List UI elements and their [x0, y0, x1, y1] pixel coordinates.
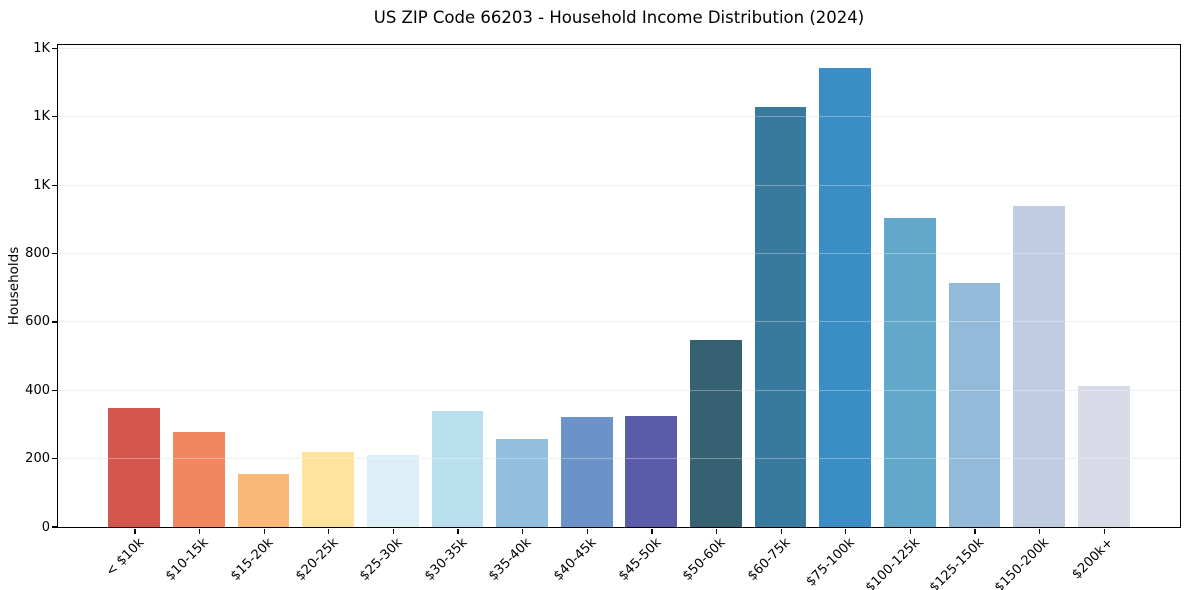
y-tick-mark-600 [51, 321, 57, 323]
bar-10k [108, 408, 161, 527]
y-tick-mark-0 [51, 526, 57, 528]
x-tick-label-10k: < $10k [103, 535, 148, 580]
bar-10-15k [173, 432, 225, 527]
x-tick-label-50-60k: $50-60k [680, 535, 729, 584]
x-tick-label-40-45k: $40-45k [551, 535, 600, 584]
x-tick-label-60-75k: $60-75k [744, 535, 794, 584]
gridline-400 [58, 389, 1180, 391]
gridline-200 [58, 458, 1180, 460]
bar-75-100k [819, 67, 872, 527]
x-tick-label-20-25k: $20-25k [292, 535, 342, 584]
bar-slot-10-15k: $10-15k [163, 45, 232, 584]
x-tick-label-75-100k: $75-100k [803, 535, 859, 590]
bar-20-25k [302, 451, 355, 527]
x-tick-mark-200k+ [1103, 528, 1105, 534]
y-tick-label-200: 200 [25, 451, 50, 467]
x-tick-mark-25-30k [392, 528, 395, 534]
y-tick-mark-200 [51, 457, 57, 460]
y-tick-mark-800 [51, 252, 57, 255]
bar-slot-60-75k: $60-75k [745, 45, 813, 584]
bar-60-75k [754, 106, 807, 527]
x-tick-mark-45-50k [651, 528, 653, 534]
bar-slot-75-100k: $75-100k [804, 45, 878, 590]
y-tick-label-1200: 1K [33, 109, 50, 125]
bar-slot-100-125k: $100-125k [863, 45, 943, 590]
bar-slot-35-40k: $35-40k [486, 45, 555, 584]
x-tick-mark-10k [134, 528, 136, 534]
x-tick-mark-20-25k [328, 528, 330, 534]
gridline-1000 [58, 184, 1180, 186]
bar-35-40k [496, 438, 548, 527]
bar-50-60k [690, 340, 742, 527]
bar-slot-40-45k: $40-45k [551, 45, 619, 584]
y-tick-mark-400 [51, 389, 57, 391]
x-tick-label-150-200k: $150-200k [991, 535, 1052, 590]
bar-slot-150-200k: $150-200k [992, 45, 1072, 590]
x-tick-mark-100-125k [909, 528, 912, 534]
x-tick-mark-15-20k [263, 528, 265, 534]
bars-row: < $10k $10-15k $15-20k $20-25k $25-30k $30-35… [58, 45, 1180, 590]
x-tick-mark-125-150k [974, 528, 976, 534]
x-tick-mark-150-200k [1039, 528, 1041, 534]
bar-100-125k [883, 218, 936, 527]
bar-slot-50-60k: $50-60k [680, 45, 749, 584]
x-tick-label-100-125k: $100-125k [862, 535, 923, 590]
x-tick-mark-10-15k [198, 528, 201, 534]
bar-150-200k [1013, 205, 1065, 527]
bar-slot-25-30k: $25-30k [357, 45, 426, 584]
x-tick-mark-75-100k [845, 528, 847, 534]
x-tick-label-35-40k: $35-40k [486, 535, 535, 584]
bar-25-30k [366, 454, 419, 527]
gridlines-layer [58, 45, 1180, 527]
y-tick-mark-1000 [51, 184, 57, 186]
bar-slot-15-20k: $15-20k [228, 45, 296, 584]
x-tick-mark-50-60k [715, 528, 718, 534]
y-tick-label-0: 0 [41, 519, 50, 535]
bar-30-35k [431, 410, 484, 527]
bar-slot-10k: < $10k [102, 45, 167, 579]
plot-area: < $10k $10-15k $15-20k $20-25k $25-30k $30-35… [51, 44, 1181, 590]
bar-slot-20-25k: $20-25k [293, 45, 361, 584]
bar-200k+ [1077, 385, 1130, 527]
y-tick-mark-1400 [51, 47, 57, 50]
x-tick-mark-40-45k [586, 528, 588, 534]
bar-40-45k [560, 416, 613, 527]
x-tick-mark-30-35k [457, 528, 459, 534]
bar-45-50k [625, 415, 678, 527]
y-tick-label-1000: 1K [33, 177, 50, 193]
bar-125-150k [948, 282, 1001, 527]
y-tick-label-400: 400 [25, 382, 50, 398]
x-tick-label-125-150k: $125-150k [927, 535, 988, 590]
x-tick-label-15-20k: $15-20k [227, 535, 277, 584]
x-tick-label-25-30k: $25-30k [357, 535, 406, 584]
x-tick-label-45-50k: $45-50k [615, 535, 665, 584]
chart-title: US ZIP Code 66203 - Household Income Dis… [373, 8, 865, 27]
bar-slot-45-50k: $45-50k [616, 45, 684, 584]
y-tick-label-800: 800 [25, 246, 50, 262]
bar-slot-30-35k: $30-35k [422, 45, 490, 584]
bar-slot-125-150k: $125-150k [927, 45, 1007, 590]
x-tick-label-10-15k: $10-15k [163, 535, 212, 584]
y-tick-mark-1200 [51, 116, 57, 118]
gridline-800 [58, 253, 1180, 255]
x-tick-label-30-35k: $30-35k [421, 535, 471, 584]
gridline-600 [58, 321, 1180, 323]
x-tick-label-200k+: $200k+ [1069, 535, 1117, 583]
x-tick-mark-35-40k [522, 528, 524, 534]
y-tick-label-600: 600 [25, 314, 50, 330]
gridline-1200 [58, 116, 1180, 118]
gridline-1400 [58, 47, 1180, 49]
y-tick-label-1400: 1K [33, 40, 50, 56]
bar-slot-200k+: $200k+ [1070, 45, 1136, 582]
bar-15-20k [237, 474, 290, 527]
x-tick-mark-60-75k [780, 528, 782, 534]
